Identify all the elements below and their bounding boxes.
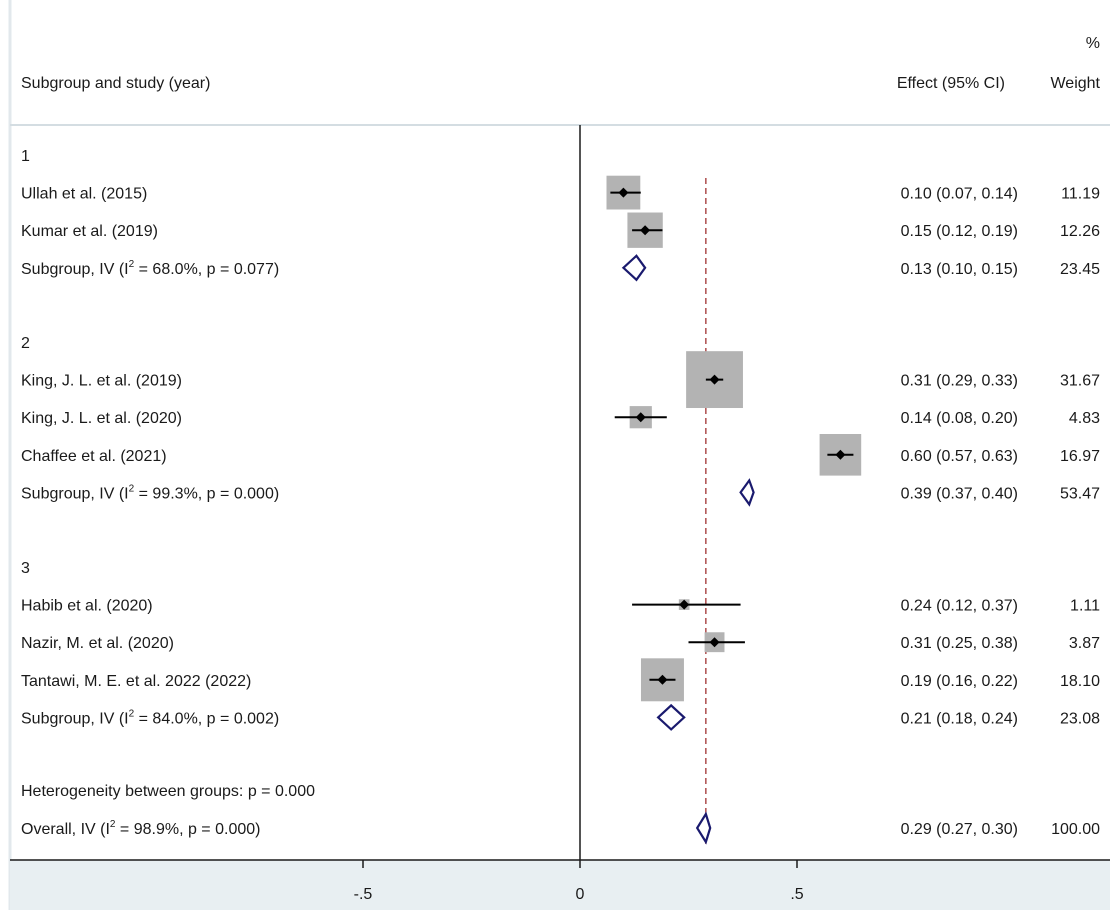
weight-percent-header: % — [1086, 35, 1100, 52]
study-point-estimate — [709, 637, 720, 648]
subgroup-summary-effect-ci: 0.13 (0.10, 0.15) — [901, 261, 1018, 278]
study-weight: 1.11 — [1070, 598, 1100, 615]
study-name: Kumar et al. (2019) — [21, 223, 158, 240]
study-name: Habib et al. (2020) — [21, 598, 153, 615]
overall-summary-diamond — [695, 811, 712, 845]
study-name: King, J. L. et al. (2020) — [21, 410, 182, 427]
overall-summary-weight: 100.00 — [1051, 821, 1100, 838]
study-name: King, J. L. et al. (2019) — [21, 373, 182, 390]
effect-column-header: Effect (95% CI) — [897, 75, 1005, 92]
study-weight: 3.87 — [1069, 635, 1100, 652]
study-point-estimate — [635, 412, 646, 423]
study-effect-ci: 0.31 (0.29, 0.33) — [901, 373, 1018, 390]
study-point-estimate — [618, 187, 629, 198]
study-weight: 31.67 — [1060, 373, 1100, 390]
study-effect-ci: 0.19 (0.16, 0.22) — [901, 673, 1018, 690]
subgroup-summary-label: Subgroup, IV (I2 = 84.0%, p = 0.002) — [21, 708, 279, 727]
subgroup-summary-diamond — [739, 478, 755, 507]
subgroup-header: 3 — [21, 560, 30, 577]
study-effect-ci: 0.24 (0.12, 0.37) — [901, 598, 1018, 615]
subgroup-summary-label: Subgroup, IV (I2 = 68.0%, p = 0.077) — [21, 259, 279, 278]
subgroup-summary-diamond — [656, 703, 686, 731]
study-effect-ci: 0.60 (0.57, 0.63) — [901, 448, 1018, 465]
x-tick-label: -.5 — [354, 886, 373, 903]
study-name: Tantawi, M. E. et al. 2022 (2022) — [21, 673, 251, 690]
subgroup-summary-effect-ci: 0.39 (0.37, 0.40) — [901, 485, 1018, 502]
study-name: Nazir, M. et al. (2020) — [21, 635, 174, 652]
study-point-estimate — [640, 225, 651, 236]
study-effect-ci: 0.10 (0.07, 0.14) — [901, 186, 1018, 203]
study-column-header: Subgroup and study (year) — [21, 75, 210, 92]
study-effect-ci: 0.14 (0.08, 0.20) — [901, 410, 1018, 427]
study-weight: 12.26 — [1060, 223, 1100, 240]
study-effect-ci: 0.31 (0.25, 0.38) — [901, 635, 1018, 652]
study-point-estimate — [679, 599, 690, 610]
study-weight: 11.19 — [1061, 186, 1100, 203]
subgroup-header: 1 — [21, 148, 30, 165]
study-weight: 4.83 — [1069, 410, 1100, 427]
heterogeneity-text: Heterogeneity between groups: p = 0.000 — [21, 783, 315, 800]
study-name: Chaffee et al. (2021) — [21, 448, 167, 465]
x-tick-label: 0 — [576, 886, 585, 903]
overall-summary-label: Overall, IV (I2 = 98.9%, p = 0.000) — [21, 819, 260, 838]
study-name: Ullah et al. (2015) — [21, 186, 147, 203]
subgroup-summary-weight: 53.47 — [1060, 485, 1100, 502]
study-point-estimate — [835, 449, 846, 460]
study-effect-ci: 0.15 (0.12, 0.19) — [901, 223, 1018, 240]
subgroup-summary-weight: 23.45 — [1060, 261, 1100, 278]
subgroup-header: 2 — [21, 335, 30, 352]
x-tick-label: .5 — [790, 886, 803, 903]
axis-panel — [10, 860, 1110, 910]
study-weight: 18.10 — [1060, 673, 1100, 690]
subgroup-summary-label: Subgroup, IV (I2 = 99.3%, p = 0.000) — [21, 483, 279, 502]
overall-summary-effect-ci: 0.29 (0.27, 0.30) — [901, 821, 1018, 838]
subgroup-summary-effect-ci: 0.21 (0.18, 0.24) — [901, 710, 1018, 727]
study-point-estimate — [709, 374, 720, 385]
subgroup-summary-weight: 23.08 — [1060, 710, 1100, 727]
study-point-estimate — [657, 674, 668, 685]
subgroup-summary-diamond — [621, 254, 647, 282]
study-weight: 16.97 — [1060, 448, 1100, 465]
weight-column-header: Weight — [1050, 75, 1100, 92]
